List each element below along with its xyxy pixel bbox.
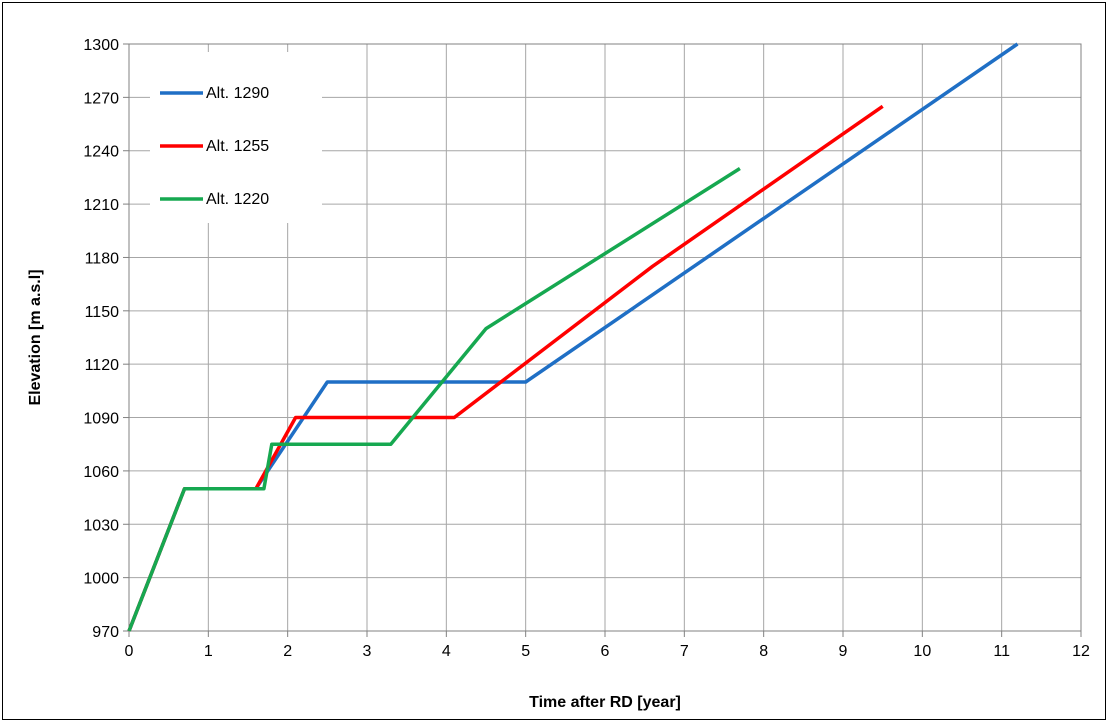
- x-tick-label: 1: [204, 643, 213, 660]
- x-tick-label: 6: [601, 643, 610, 660]
- y-axis-title: Elevation [m a.s.l]: [27, 269, 44, 405]
- legend-background: [150, 52, 322, 223]
- y-tick-label: 1120: [85, 357, 120, 374]
- x-tick-label: 0: [125, 643, 134, 660]
- plot-area: [128, 43, 1082, 632]
- x-tick-label: 4: [442, 643, 451, 660]
- x-tick-labels: 0 1 2 3 4 5 6 7 8 9 10 11 12: [125, 643, 1090, 660]
- x-axis-title: Time after RD [year]: [529, 694, 681, 711]
- y-tick-labels: 970 1000 1030 1060 1090 1120 1150 1180 1210 1240 1…: [83, 37, 119, 641]
- y-tick-label: 1030: [83, 517, 119, 534]
- y-tick-label: 1150: [85, 304, 120, 321]
- x-tick-label: 9: [839, 643, 848, 660]
- y-tick-label: 1210: [83, 197, 119, 214]
- x-tick-label: 11: [993, 643, 1010, 660]
- legend-label-1: Alt. 1255: [206, 138, 269, 155]
- y-tick-label: 1300: [83, 37, 119, 54]
- y-tick-label: 970: [92, 624, 119, 641]
- x-tick-label: 10: [913, 643, 931, 660]
- y-tick-label: 1180: [85, 250, 120, 267]
- y-tick-label: 1240: [83, 144, 119, 161]
- y-tick-label: 1000: [83, 571, 119, 588]
- x-tick-label: 3: [363, 643, 372, 660]
- y-tick-label: 1270: [83, 90, 119, 107]
- y-tick-label: 1060: [83, 464, 119, 481]
- legend-label-0: Alt. 1290: [206, 85, 269, 102]
- series-lines: [127, 42, 1019, 632]
- y-tick-label: 1090: [83, 411, 119, 428]
- x-tick-label: 5: [521, 643, 530, 660]
- x-tick-label: 12: [1072, 643, 1090, 660]
- x-tick-label: 2: [283, 643, 292, 660]
- legend-label-2: Alt. 1220: [206, 191, 269, 208]
- series-line-2: [127, 167, 741, 632]
- x-tick-label: 7: [680, 643, 689, 660]
- x-tick-label: 8: [759, 643, 768, 660]
- legend: Alt. 1290 Alt. 1255 Alt. 1220: [150, 52, 322, 223]
